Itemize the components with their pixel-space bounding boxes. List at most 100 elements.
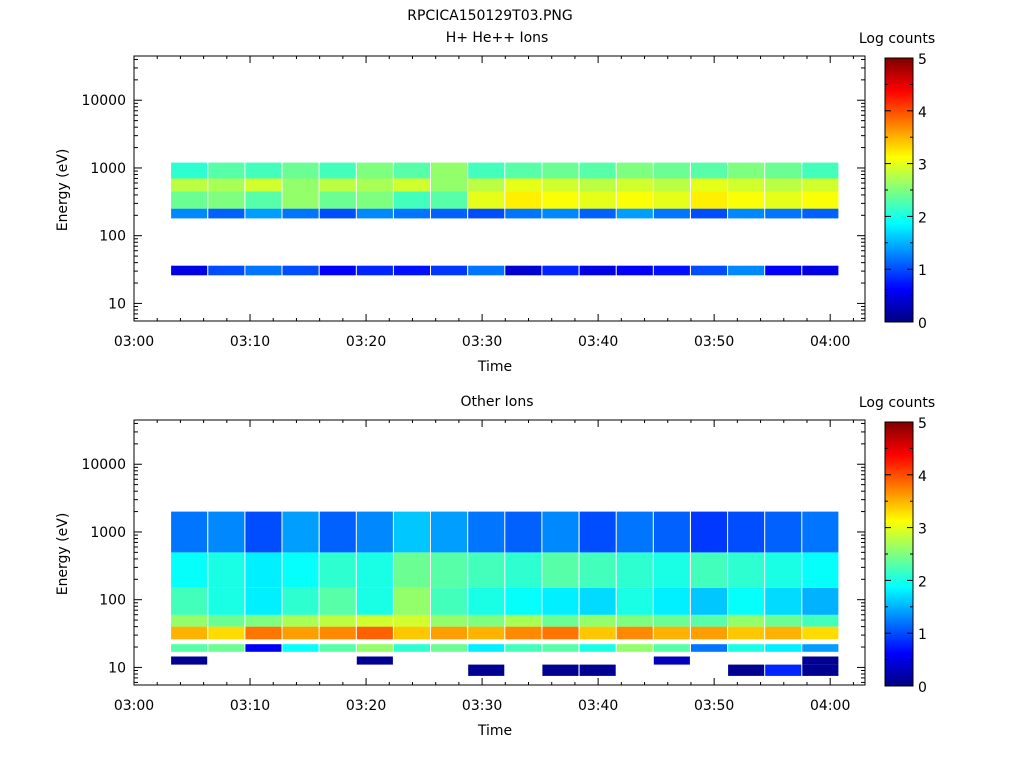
spectrogram-cell: [802, 162, 839, 179]
spectrogram-cell: [171, 614, 208, 627]
spectrogram-cell: [802, 178, 839, 192]
spectrogram-cell: [393, 162, 430, 179]
spectrogram-cell: [691, 162, 728, 179]
spectrogram-cell: [171, 265, 208, 276]
colorbar-tick-label: 3: [918, 158, 927, 174]
spectrogram-cell: [282, 626, 319, 640]
spectrogram-cell: [245, 552, 282, 588]
spectrogram-cell: [728, 614, 765, 627]
spectrogram-cell: [208, 552, 245, 588]
spectrogram-cell: [356, 626, 393, 640]
spectrogram-cell: [728, 552, 765, 588]
x-tick-label: 03:20: [346, 334, 386, 350]
spectrogram-cell: [282, 162, 319, 179]
x-tick-label: 03:50: [694, 698, 734, 714]
colorbar-gradient: [884, 57, 914, 323]
y-axis-label: Energy (eV): [55, 149, 71, 232]
spectrogram-cell: [393, 191, 430, 209]
spectrogram-cell: [208, 644, 245, 652]
spectrogram-cell: [653, 178, 690, 192]
x-tick-label: 03:50: [694, 334, 734, 350]
x-tick-label: 03:10: [230, 334, 270, 350]
spectrogram-cell: [691, 208, 728, 219]
x-tick-label: 03:00: [114, 698, 154, 714]
spectrogram-cell: [468, 178, 505, 192]
spectrogram-cell: [542, 162, 579, 179]
spectrogram-cell: [208, 191, 245, 209]
spectrogram-cell: [802, 511, 839, 553]
spectrogram-cell: [765, 191, 802, 209]
spectrogram-cell: [616, 208, 653, 219]
panel-title: Other Ions: [460, 394, 533, 410]
spectrogram-cell: [505, 644, 542, 652]
spectrogram-cell: [728, 626, 765, 640]
spectrogram-cell: [245, 265, 282, 276]
spectrogram-cell: [319, 614, 356, 627]
colorbar-tick-label: 3: [918, 522, 927, 538]
spectrogram-cell: [356, 644, 393, 652]
spectrogram-cell: [765, 178, 802, 192]
spectrogram-cell: [616, 162, 653, 179]
x-tick-label: 03:40: [578, 698, 618, 714]
colorbar: 0 1 2 3 4 5: [884, 416, 927, 696]
spectrogram-cell: [765, 644, 802, 652]
y-tick-label: 1000: [90, 161, 126, 177]
spectrogram-cell: [579, 511, 616, 553]
spectrogram-cell: [616, 178, 653, 192]
spectrogram-cell: [468, 614, 505, 627]
spectrogram-cell: [579, 644, 616, 652]
spectrogram-cell: [765, 552, 802, 588]
y-tick-label: 1000: [90, 525, 126, 541]
x-axis-label: Time: [477, 359, 512, 375]
spectrogram-cell: [356, 208, 393, 219]
spectrogram-cell: [653, 208, 690, 219]
spectrogram-cell: [691, 644, 728, 652]
spectrogram-cell: [468, 552, 505, 588]
spectrogram-cell: [431, 614, 468, 627]
colorbar-tick-label: 5: [918, 416, 927, 432]
spectrogram-cell: [728, 208, 765, 219]
spectrogram-cell: [319, 265, 356, 276]
panel-h-he-ions: H+ He++ Ions 03:00 03:10 03:20 03:30 03:40 03…: [55, 30, 935, 375]
colorbar-tick-label: 4: [918, 469, 927, 485]
spectrogram-cell: [542, 664, 579, 676]
spectrogram-cell: [802, 587, 839, 615]
spectrogram-cell: [616, 511, 653, 553]
spectrogram-cell: [765, 587, 802, 615]
spectrogram-cell: [542, 208, 579, 219]
spectrogram-cell: [356, 265, 393, 276]
x-tick-label: 03:00: [114, 334, 154, 350]
colorbar-tick-label: 4: [918, 105, 927, 121]
spectrogram-cell: [802, 664, 839, 676]
spectrogram-cell: [208, 626, 245, 640]
spectrogram-cell: [468, 626, 505, 640]
colorbar: 0 1 2 3 4 5: [884, 52, 927, 332]
x-tick-label: 04:00: [810, 334, 850, 350]
spectrogram-cell: [579, 664, 616, 676]
spectrogram-cell: [505, 191, 542, 209]
spectrogram-cell: [579, 208, 616, 219]
spectrogram-cell: [208, 265, 245, 276]
spectrogram-cell: [245, 191, 282, 209]
spectrogram-cell: [431, 162, 468, 179]
spectrogram-cell: [728, 587, 765, 615]
spectrogram-cell: [653, 644, 690, 652]
x-tick-label: 03:20: [346, 698, 386, 714]
spectrogram-cell: [802, 614, 839, 627]
spectrogram-cell: [728, 178, 765, 192]
spectrogram-cell: [356, 656, 393, 665]
spectrogram-cell: [171, 191, 208, 209]
spectrogram-cell: [579, 552, 616, 588]
spectrogram-cell: [393, 644, 430, 652]
spectrogram-cell: [653, 162, 690, 179]
spectrogram-cell: [282, 644, 319, 652]
spectrogram-cell: [282, 587, 319, 615]
spectrogram-cell: [802, 644, 839, 652]
spectrogram-cell: [245, 614, 282, 627]
spectrogram-cell: [208, 614, 245, 627]
colorbar-tick-label: 1: [918, 263, 927, 279]
spectrogram-cell: [653, 191, 690, 209]
spectrogram-cell: [319, 178, 356, 192]
spectrogram-cell: [616, 626, 653, 640]
spectrogram-cell: [505, 265, 542, 276]
